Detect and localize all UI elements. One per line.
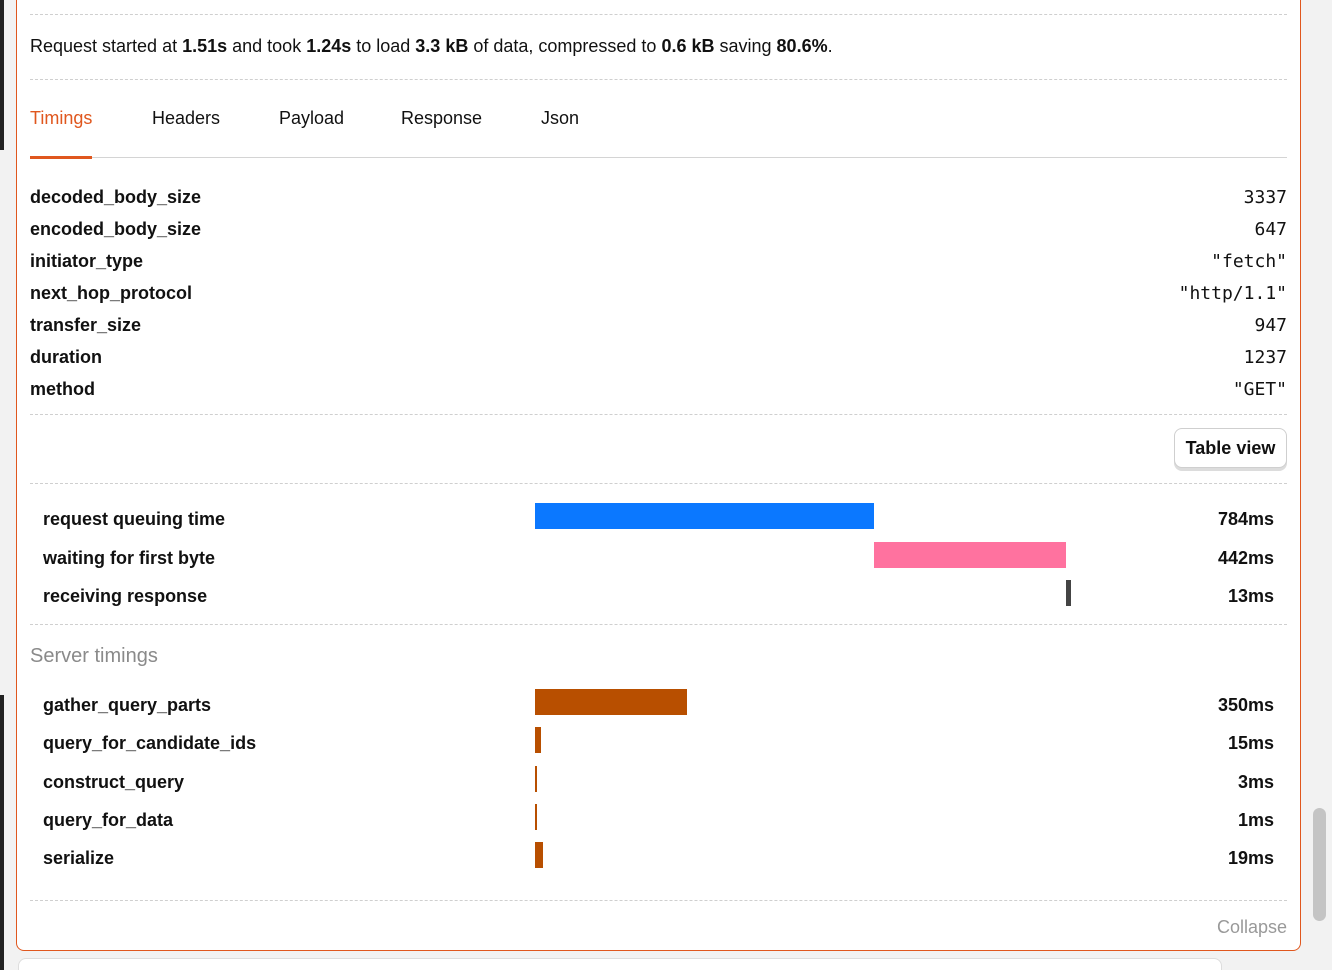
property-value: "GET" [1232,379,1287,400]
property-row: duration 1237 [30,344,1287,376]
collapse-link[interactable]: Collapse [1216,917,1287,937]
divider [30,79,1287,80]
divider [30,414,1287,415]
property-value: 3337 [1243,187,1287,208]
divider [30,624,1287,625]
timing-value: 13ms [1227,586,1274,606]
timing-label: receiving response [43,586,208,606]
summary-text: Request started at [30,36,183,56]
server-timing-label: query_for_candidate_ids [43,733,257,753]
server-timing-row: query_for_data 1ms [43,804,1274,842]
server-timing-value: 3ms [1237,772,1274,792]
table-view-button[interactable]: Table view [1174,428,1287,468]
property-value: 647 [1254,219,1287,240]
property-value: 1237 [1243,347,1287,368]
left-edge-bar-bottom [0,695,4,970]
server-timing-bar [535,766,537,792]
timing-bar [535,503,875,529]
server-timing-value: 1ms [1237,810,1274,830]
timing-value: 442ms [1217,548,1274,568]
server-timing-row: query_for_candidate_ids 15ms [43,727,1274,765]
summary-compressed-size: 0.6 kB [661,36,715,56]
timing-label: request queuing time [43,509,226,529]
property-row: decoded_body_size 3337 [30,184,1287,216]
timing-label: waiting for first byte [43,548,216,568]
tab-json[interactable]: Json [541,108,580,128]
property-key: initiator_type [30,251,144,271]
tab-payload[interactable]: Payload [279,108,345,128]
timing-row: request queuing time 784ms [43,503,1274,541]
summary-text: and took [227,36,307,56]
summary-start: 1.51s [182,36,228,56]
summary-text: saving [714,36,777,56]
tab-response[interactable]: Response [401,108,483,128]
property-key: method [30,379,95,399]
server-timing-row: serialize 19ms [43,842,1274,880]
server-timing-bar [535,804,537,830]
property-row: next_hop_protocol "http/1.1" [30,280,1287,312]
server-timings-heading: Server timings [30,645,158,667]
summary-text: of data, compressed to [468,36,662,56]
property-row: transfer_size 947 [30,312,1287,344]
left-edge-bar-top [0,0,4,150]
divider [30,900,1287,901]
server-timing-bar [535,727,542,753]
server-timing-label: gather_query_parts [43,695,212,715]
divider [30,14,1287,15]
timing-row: receiving response 13ms [43,580,1274,618]
tab-timings[interactable]: Timings [30,104,93,159]
timing-value: 784ms [1217,509,1274,529]
server-timing-row: construct_query 3ms [43,766,1274,804]
server-timing-label: serialize [43,848,115,868]
server-timing-value: 19ms [1227,848,1274,868]
timing-bar [874,542,1066,568]
server-timing-value: 350ms [1217,695,1274,715]
property-key: duration [30,347,102,367]
property-value: "fetch" [1211,251,1287,272]
property-row: encoded_body_size 647 [30,216,1287,248]
summary-size: 3.3 kB [415,36,469,56]
summary-duration: 1.24s [306,36,352,56]
property-key: next_hop_protocol [30,283,193,303]
summary-text: to load [351,36,416,56]
detail-tabs: Timings Headers Payload Response Json [30,104,1287,159]
next-request-card[interactable] [18,958,1222,970]
timing-bar [1065,580,1072,606]
server-timing-bar [535,689,687,715]
divider [30,483,1287,484]
server-timing-bar [535,842,544,868]
summary-saving: 80.6% [776,36,828,56]
timing-row: waiting for first byte 442ms [43,542,1274,580]
property-value: 947 [1254,315,1287,336]
request-detail-panel: Request started at 1.51s and took 1.24s … [16,0,1301,951]
property-row: initiator_type "fetch" [30,248,1287,280]
property-key: decoded_body_size [30,187,202,207]
property-value: "http/1.1" [1178,283,1287,304]
tab-headers[interactable]: Headers [152,108,221,128]
property-row: method "GET" [30,376,1287,408]
scrollbar-thumb[interactable] [1313,808,1326,921]
server-timing-value: 15ms [1227,733,1274,753]
summary-text: . [827,36,833,56]
server-timing-row: gather_query_parts 350ms [43,689,1274,727]
server-timing-label: construct_query [43,772,185,792]
request-summary: Request started at 1.51s and took 1.24s … [30,36,833,57]
property-key: encoded_body_size [30,219,202,239]
server-timing-label: query_for_data [43,810,174,830]
property-key: transfer_size [30,315,142,335]
